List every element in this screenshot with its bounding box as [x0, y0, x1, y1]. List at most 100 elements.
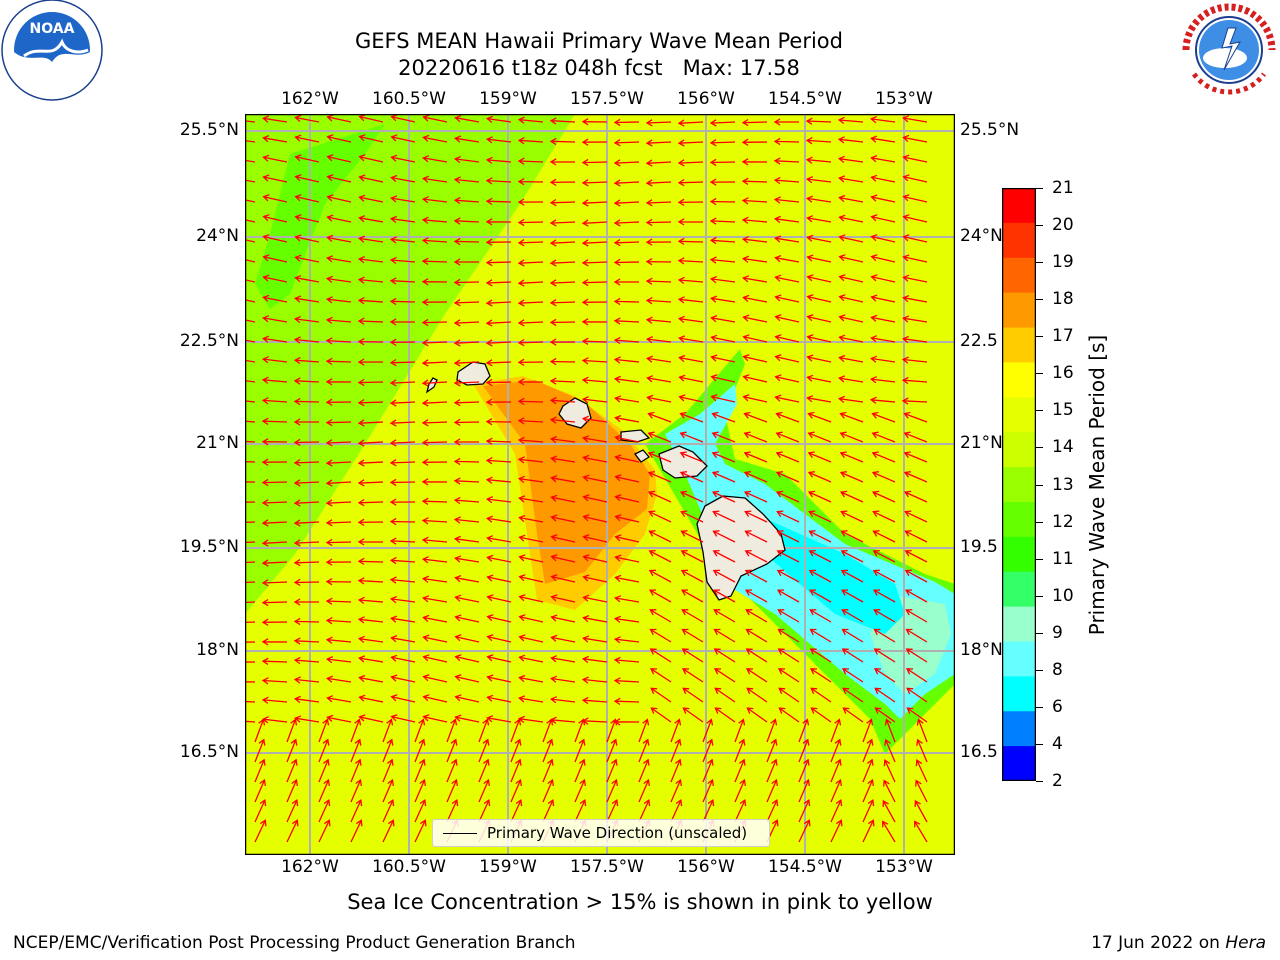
wave-direction-arrow [245, 420, 256, 423]
wave-direction-arrow [245, 179, 256, 183]
wave-direction-arrow [389, 215, 416, 224]
wave-direction-arrow [904, 510, 928, 523]
wave-direction-arrow [677, 178, 704, 187]
wave-direction-arrow [389, 379, 416, 387]
wave-direction-arrow [677, 237, 704, 246]
wave-direction-arrow [293, 539, 320, 547]
wave-direction-arrow [486, 515, 512, 523]
wave-direction-arrow [905, 648, 928, 663]
wave-direction-arrow [649, 648, 672, 663]
wave-direction-arrow [638, 798, 651, 823]
wave-direction-arrow [254, 819, 267, 843]
wave-direction-arrow [389, 419, 416, 427]
wave-direction-arrow [245, 299, 256, 303]
wave-direction-arrow [614, 395, 640, 403]
wave-direction-arrow [904, 549, 928, 563]
wave-direction-arrow [294, 114, 320, 123]
wave-direction-arrow [326, 194, 352, 203]
wave-direction-arrow [245, 601, 256, 604]
wave-direction-arrow [775, 490, 800, 503]
wave-direction-arrow [518, 674, 544, 683]
wave-direction-arrow [357, 297, 384, 305]
wave-direction-arrow [421, 339, 448, 347]
wave-direction-arrow [680, 569, 704, 583]
wave-direction-arrow [798, 819, 811, 843]
wave-direction-arrow [485, 457, 512, 465]
wave-direction-arrow [680, 549, 704, 563]
lat-tick-right: 16.5 [960, 742, 998, 762]
wave-direction-arrow [806, 254, 832, 263]
colorbar-tick-mark [1036, 521, 1043, 523]
wave-direction-arrow [517, 358, 544, 366]
wave-direction-arrow [518, 634, 544, 643]
wave-direction-arrow [903, 431, 928, 443]
wave-direction-arrow [389, 358, 416, 367]
wave-direction-arrow [326, 255, 352, 263]
wave-direction-arrow [741, 177, 768, 185]
wave-direction-arrow [809, 648, 832, 663]
wave-direction-arrow [446, 778, 458, 803]
wave-direction-arrow [646, 355, 672, 363]
wave-direction-arrow [742, 314, 768, 323]
wave-direction-arrow [670, 778, 682, 803]
wave-direction-arrow [807, 411, 832, 423]
lon-tick-bottom: 156°W [677, 857, 735, 877]
wave-direction-arrow [777, 648, 800, 663]
wave-direction-arrow [485, 279, 512, 287]
wave-direction-arrow [647, 471, 672, 483]
map-frame [245, 114, 955, 855]
wave-direction-arrow [902, 174, 928, 183]
wave-direction-arrow [293, 356, 320, 365]
wave-direction-arrow [294, 254, 320, 263]
wave-direction-arrow [606, 798, 619, 823]
wave-direction-arrow [805, 137, 832, 145]
wave-direction-arrow [486, 574, 512, 583]
wave-direction-arrow [741, 118, 768, 127]
wave-direction-arrow [613, 179, 640, 187]
wave-direction-arrow [614, 534, 640, 543]
wave-direction-arrow [262, 115, 288, 123]
wave-direction-arrow [293, 695, 320, 704]
wave-direction-arrow [510, 758, 522, 783]
wave-direction-arrow [582, 534, 608, 543]
wave-direction-arrow [293, 656, 320, 665]
wave-direction-arrow [357, 419, 384, 427]
wave-direction-arrow [390, 174, 416, 183]
wave-direction-arrow [518, 614, 544, 623]
wave-direction-arrow [453, 196, 480, 205]
wave-direction-arrow [714, 707, 736, 723]
wave-direction-arrow [517, 456, 544, 464]
wave-direction-arrow [638, 738, 650, 763]
wave-direction-arrow [422, 674, 448, 683]
wave-direction-arrow [613, 615, 640, 623]
wave-direction-arrow [645, 199, 672, 207]
wave-direction-arrow [773, 137, 800, 146]
wave-direction-arrow [422, 634, 448, 643]
wave-direction-arrow [766, 738, 778, 763]
wave-direction-arrow [325, 578, 352, 586]
wave-direction-arrow [870, 274, 896, 283]
wave-direction-arrow [446, 798, 459, 823]
colorbar-tick-label: 13 [1052, 474, 1074, 495]
wave-direction-arrow [613, 317, 640, 325]
wave-direction-arrow [454, 714, 480, 723]
colorbar-tick-mark [1036, 484, 1043, 486]
wave-direction-arrow [518, 554, 544, 563]
wave-direction-arrow [293, 397, 320, 406]
wave-direction-arrow [422, 714, 448, 723]
wave-direction-arrow [774, 334, 800, 343]
wave-direction-arrow [454, 634, 480, 643]
wave-direction-arrow [914, 799, 928, 823]
wave-direction-arrow [734, 738, 746, 763]
wave-direction-arrow [647, 411, 672, 423]
wave-direction-arrow [582, 635, 608, 643]
wave-direction-arrow [613, 375, 640, 384]
wave-direction-arrow [702, 718, 714, 743]
wave-direction-arrow [414, 778, 426, 803]
wave-direction-arrow [743, 431, 768, 443]
wave-direction-arrow [550, 655, 576, 663]
wave-direction-arrow [838, 194, 864, 203]
wave-direction-arrow [870, 234, 896, 243]
noaa-logo-text: NOAA [30, 21, 75, 37]
wave-direction-arrow [613, 199, 640, 207]
